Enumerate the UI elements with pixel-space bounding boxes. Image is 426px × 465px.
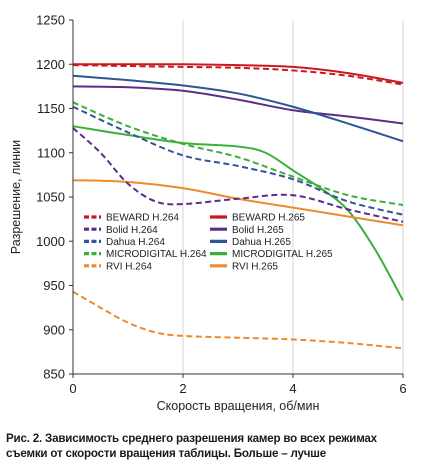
series-line-rvi-h-264	[72, 290, 404, 350]
legend-label-dahua-h-265: Dahua H.265	[232, 237, 291, 248]
y-tick-label-1050: 1050	[36, 190, 65, 205]
legend-label-bolid-h-264: Bolid H.264	[106, 225, 158, 236]
legend-label-dahua-h-264: Dahua H.264	[106, 237, 165, 248]
y-tick-label-900: 900	[43, 322, 65, 337]
y-tick-label-1200: 1200	[36, 57, 65, 72]
legend-label-microdigital-h-265: MICRODIGITAL H.265	[232, 249, 333, 260]
series-lines	[72, 63, 404, 350]
legend-entry-rvi-h-265: RVI H.265	[210, 261, 278, 272]
x-tick-label-4: 4	[289, 381, 296, 396]
legend-label-beward-h-264: BEWARD H.264	[106, 213, 179, 224]
y-tick-label-1150: 1150	[37, 101, 65, 116]
y-axis-label: Разрешение, линии	[9, 140, 23, 254]
legend-entry-beward-h-265: BEWARD H.265	[210, 213, 305, 224]
series-line-dahua-h-265	[72, 74, 404, 143]
legend-entry-beward-h-264: BEWARD H.264	[84, 213, 179, 224]
legend-label-bolid-h-265: Bolid H.265	[232, 225, 284, 236]
axes: 850 900 950 1000 1050 1100 1150 1200 1250 0 2 4 6 Ско…	[9, 13, 407, 414]
legend-label-beward-h-265: BEWARD H.265	[232, 213, 305, 224]
series-line-microdigital-h-265	[72, 125, 404, 302]
y-tick-label-950: 950	[43, 278, 65, 293]
y-tick-label-1250: 1250	[36, 13, 65, 28]
x-tick-label-0: 0	[69, 381, 76, 396]
series-line-beward-h-264	[72, 64, 404, 86]
y-tick-label-1100: 1100	[37, 145, 65, 160]
legend-label-rvi-h-265: RVI H.265	[232, 261, 278, 272]
legend-label-rvi-h-264: RVI H.264	[106, 261, 152, 272]
legend-label-microdigital-h-264: MICRODIGITAL H.264	[106, 249, 207, 260]
series-line-dahua-h-264	[72, 105, 404, 216]
legend-entry-dahua-h-264: Dahua H.264	[84, 237, 165, 248]
legend-entry-rvi-h-264: RVI H.264	[84, 261, 152, 272]
series-line-beward-h-265	[72, 63, 404, 84]
legend-entry-microdigital-h-264: MICRODIGITAL H.264	[84, 249, 207, 260]
legend-entry-bolid-h-264: Bolid H.264	[84, 225, 158, 236]
legend-entry-microdigital-h-265: MICRODIGITAL H.265	[210, 249, 333, 260]
series-line-microdigital-h-264	[72, 101, 404, 206]
series-line-bolid-h-264	[72, 127, 404, 223]
figure-caption: Рис. 2. Зависимость среднего разрешения …	[6, 432, 377, 460]
x-axis-label: Скорость вращения, об/мин	[157, 399, 320, 413]
grid-lines	[182, 20, 404, 374]
line-chart: 850 900 950 1000 1050 1100 1150 1200 1250 0 2 4 6 Ско…	[9, 13, 407, 414]
legend-entry-bolid-h-265: Bolid H.265	[210, 225, 284, 236]
x-tick-label-2: 2	[179, 381, 186, 396]
series-line-bolid-h-265	[72, 85, 404, 125]
y-tick-label-850: 850	[43, 367, 65, 382]
legend: BEWARD H.264 BEWARD H.265 Bolid H.264 Bolid…	[84, 213, 333, 272]
x-tick-label-6: 6	[399, 381, 406, 396]
y-tick-label-1000: 1000	[36, 234, 65, 249]
legend-entry-dahua-h-265: Dahua H.265	[210, 237, 291, 248]
